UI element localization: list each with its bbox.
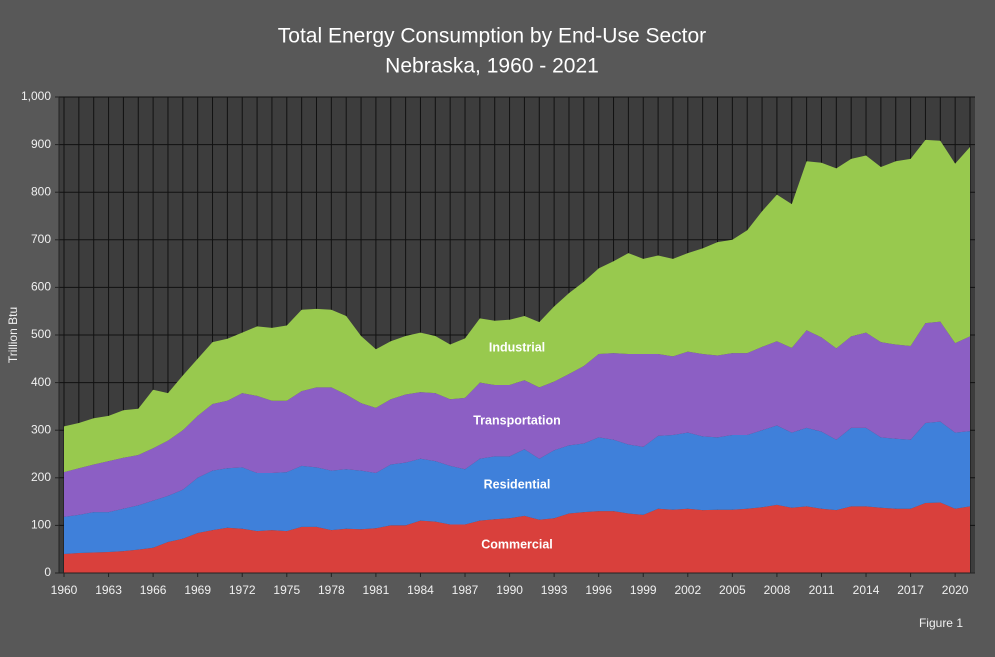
x-tick-label: 1984 [407, 583, 434, 597]
series-label: Residential [484, 477, 551, 491]
x-tick-label: 2002 [674, 583, 701, 597]
x-tick-label: 1987 [452, 583, 479, 597]
y-tick-label: 300 [31, 422, 51, 436]
area [64, 502, 970, 573]
area [64, 139, 970, 473]
chart-subtitle: Nebraska, 1960 - 2021 [385, 55, 599, 78]
series-label: Commercial [481, 537, 553, 551]
y-tick-label: 100 [31, 518, 51, 532]
x-tick-label: 1999 [630, 583, 657, 597]
y-tick-label: 400 [31, 375, 51, 389]
x-tick-label: 1963 [95, 583, 122, 597]
x-tick-label: 1990 [496, 583, 523, 597]
x-tick-label: 2008 [764, 583, 791, 597]
x-tick-label: 1978 [318, 583, 345, 597]
chart-title: Total Energy Consumption by End-Use Sect… [278, 25, 706, 48]
y-tick-label: 700 [31, 232, 51, 246]
x-tick-label: 1981 [363, 583, 390, 597]
x-tick-label: 2017 [897, 583, 924, 597]
y-tick-label: 0 [44, 565, 51, 579]
y-axis-label: Trillion Btu [6, 307, 20, 363]
x-tick-label: 2020 [942, 583, 969, 597]
x-tick-label: 1972 [229, 583, 256, 597]
y-tick-label: 1,000 [21, 89, 51, 103]
x-tick-label: 2011 [809, 583, 835, 597]
series-label: Industrial [489, 340, 545, 354]
area [64, 321, 970, 517]
x-tick-label: 1966 [140, 583, 167, 597]
x-tick-label: 2014 [853, 583, 880, 597]
series-label: Transportation [473, 413, 561, 427]
x-tick-label: 2005 [719, 583, 746, 597]
x-tick-label: 1993 [541, 583, 568, 597]
y-tick-label: 800 [31, 184, 51, 198]
x-tick-label: 1996 [585, 583, 612, 597]
x-tick-label: 1975 [273, 583, 300, 597]
annotation: Figure 1 [919, 616, 963, 630]
area [64, 421, 970, 554]
y-tick-label: 600 [31, 280, 51, 294]
y-tick-label: 900 [31, 137, 51, 151]
x-tick-label: 1969 [184, 583, 211, 597]
x-tick-label: 1960 [51, 583, 78, 597]
y-tick-label: 500 [31, 327, 51, 341]
y-tick-label: 200 [31, 470, 51, 484]
